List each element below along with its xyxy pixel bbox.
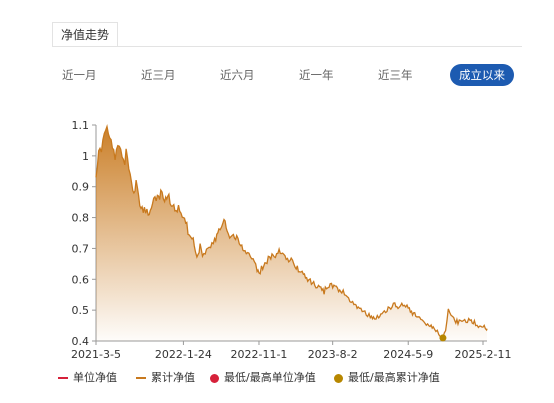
y-tick-label: 0.5 [72, 304, 90, 317]
legend-label: 累计净值 [151, 371, 195, 384]
y-tick-label: 0.8 [72, 212, 90, 225]
tab-3-years[interactable]: 近三年 [378, 68, 413, 82]
cumulative-nav-area [96, 126, 487, 341]
x-axis: 2021-3-5 2022-1-24 2022-11-1 2023-8-2 2024-5… [71, 340, 512, 361]
legend-min-max-unit-nav[interactable]: 最低/最高单位净值 [210, 370, 316, 386]
tab-since-inception[interactable]: 成立以来 [450, 64, 514, 86]
tab-3-months[interactable]: 近三月 [141, 68, 176, 82]
min-cumulative-nav-marker[interactable] [439, 334, 447, 342]
tab-1-month[interactable]: 近一月 [62, 68, 97, 82]
title-divider [52, 46, 522, 47]
range-tabs: 近一月 近三月 近六月 近一年 近三年 成立以来 [52, 64, 522, 86]
tab-1-year[interactable]: 近一年 [299, 68, 334, 82]
y-tick-label: 0.6 [72, 273, 90, 286]
x-tick-label: 2023-8-2 [308, 348, 358, 361]
y-axis: 1.1 1 0.9 0.8 0.7 0.6 0.5 0.4 [72, 119, 97, 348]
y-tick-label: 1 [82, 150, 89, 163]
legend-dot-icon [334, 373, 343, 383]
x-tick-label: 2024-5-9 [383, 348, 433, 361]
legend-dot-icon [210, 373, 219, 383]
legend-label: 最低/最高累计净值 [348, 371, 440, 384]
tab-6-months[interactable]: 近六月 [220, 68, 255, 82]
x-tick-label: 2022-11-1 [231, 348, 288, 361]
legend-min-max-cumulative-nav[interactable]: 最低/最高累计净值 [334, 370, 440, 386]
y-tick-label: 0.7 [72, 242, 90, 255]
x-tick-label: 2022-1-24 [155, 348, 212, 361]
legend-line-icon [58, 377, 68, 379]
page-title: 净值走势 [52, 22, 119, 47]
cumulative-nav-line [95, 123, 488, 339]
legend-unit-nav[interactable]: 单位净值 [58, 370, 117, 386]
chart-markers [439, 334, 447, 342]
y-tick-label: 1.1 [72, 119, 90, 132]
legend-line-icon [136, 377, 146, 379]
legend-label: 最低/最高单位净值 [224, 371, 316, 384]
y-tick-label: 0.9 [72, 181, 90, 194]
legend-label: 单位净值 [73, 371, 117, 384]
y-tick-label: 0.4 [72, 335, 90, 348]
legend-cumulative-nav[interactable]: 累计净值 [136, 370, 195, 386]
x-tick-label: 2025-2-11 [455, 348, 512, 361]
x-tick-label: 2021-3-5 [71, 348, 121, 361]
